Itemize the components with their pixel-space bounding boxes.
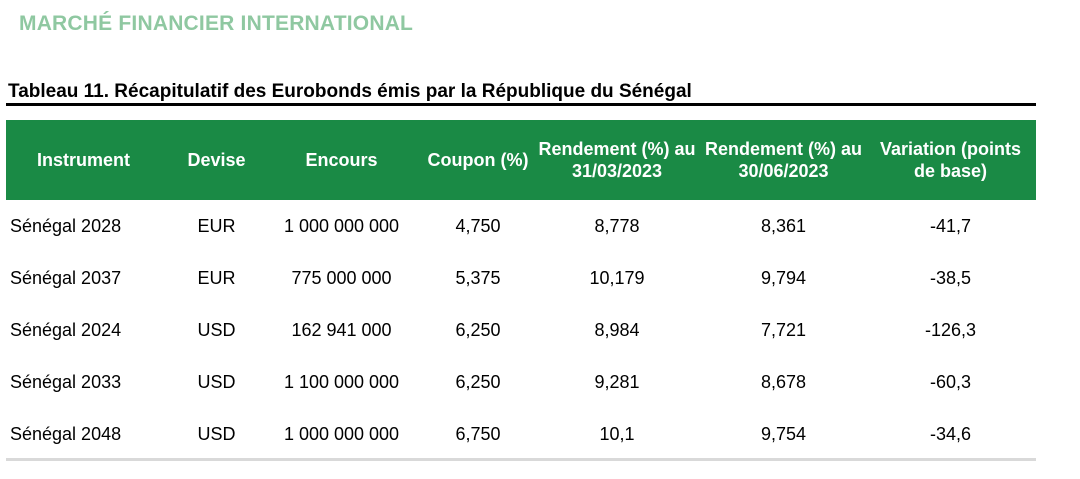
cell-variation: -41,7 <box>929 215 972 236</box>
cell-devise: USD <box>197 371 236 392</box>
cell-instrument: Sénégal 2048 <box>10 423 122 444</box>
cell-rendement-juin: 7,721 <box>760 319 807 340</box>
cell-rendement-juin: 8,361 <box>760 215 807 236</box>
cell-encours: 1 000 000 000 <box>283 423 400 444</box>
cell-rendement-juin: 9,754 <box>760 423 807 444</box>
caption-divider <box>6 103 1036 106</box>
column-header-variation: Variation (points de base) <box>865 120 1036 200</box>
column-header-instrument: Instrument <box>6 120 174 200</box>
table-row: Sénégal 2028 EUR 1 000 000 000 4,750 8,7… <box>6 200 1036 252</box>
table-row: Sénégal 2024 USD 162 941 000 6,250 8,984… <box>6 304 1036 356</box>
table-caption: Tableau 11. Récapitulatif des Eurobonds … <box>8 81 692 102</box>
column-header-rendement-mars: Rendement (%) au 31/03/2023 <box>532 120 702 200</box>
cell-rendement-mars: 8,778 <box>594 215 640 236</box>
eurobonds-table: Instrument Devise Encours Coupon (%) Ren… <box>6 120 1036 460</box>
cell-devise: USD <box>197 319 236 340</box>
cell-devise: EUR <box>197 215 236 236</box>
cell-variation: -126,3 <box>924 319 977 340</box>
cell-rendement-mars: 8,984 <box>594 319 640 340</box>
cell-coupon: 5,375 <box>455 267 501 288</box>
cell-rendement-juin: 8,678 <box>760 371 807 392</box>
column-header-coupon: Coupon (%) <box>424 120 532 200</box>
cell-coupon: 4,750 <box>455 215 501 236</box>
table-body: Sénégal 2028 EUR 1 000 000 000 4,750 8,7… <box>6 200 1036 460</box>
cell-variation: -60,3 <box>929 371 972 392</box>
table-header: Instrument Devise Encours Coupon (%) Ren… <box>6 120 1036 200</box>
table-row: Sénégal 2037 EUR 775 000 000 5,375 10,17… <box>6 252 1036 304</box>
cell-devise: USD <box>197 423 236 444</box>
column-header-encours: Encours <box>259 120 424 200</box>
cell-devise: EUR <box>197 267 236 288</box>
cell-encours: 1 000 000 000 <box>283 215 400 236</box>
cell-coupon: 6,250 <box>455 319 501 340</box>
cell-instrument: Sénégal 2024 <box>10 319 122 340</box>
cell-coupon: 6,750 <box>455 423 501 444</box>
cell-encours: 1 100 000 000 <box>283 371 400 392</box>
section-title: MARCHÉ FINANCIER INTERNATIONAL <box>19 12 414 35</box>
cell-instrument: Sénégal 2028 <box>10 215 122 236</box>
cell-coupon: 6,250 <box>455 371 501 392</box>
cell-instrument: Sénégal 2033 <box>10 371 122 392</box>
cell-variation: -38,5 <box>929 267 972 288</box>
cell-rendement-mars: 9,281 <box>594 371 640 392</box>
header-row: Instrument Devise Encours Coupon (%) Ren… <box>6 120 1036 200</box>
table-row: Sénégal 2048 USD 1 000 000 000 6,750 10,… <box>6 408 1036 460</box>
table-row: Sénégal 2033 USD 1 100 000 000 6,250 9,2… <box>6 356 1036 408</box>
cell-rendement-mars: 10,1 <box>599 423 635 444</box>
cell-encours: 162 941 000 <box>291 319 392 340</box>
column-header-devise: Devise <box>174 120 259 200</box>
cell-variation: -34,6 <box>929 423 972 444</box>
cell-rendement-mars: 10,179 <box>589 267 645 288</box>
column-header-rendement-juin: Rendement (%) au 30/06/2023 <box>702 120 865 200</box>
table-bottom-divider <box>6 458 1036 461</box>
cell-rendement-juin: 9,794 <box>760 267 807 288</box>
cell-encours: 775 000 000 <box>291 267 392 288</box>
cell-instrument: Sénégal 2037 <box>10 267 122 288</box>
